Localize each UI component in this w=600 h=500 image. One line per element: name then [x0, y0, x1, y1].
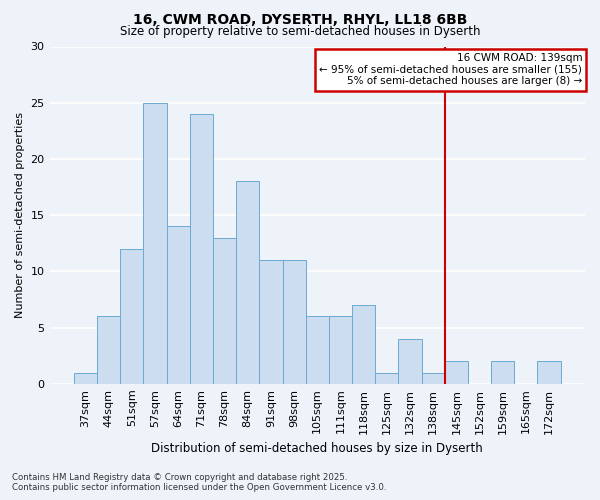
Bar [445, 362, 468, 384]
Bar [97, 316, 120, 384]
Bar [190, 114, 213, 384]
Bar [329, 316, 352, 384]
Bar [352, 305, 375, 384]
Bar [375, 372, 398, 384]
Bar [305, 316, 329, 384]
Bar [491, 362, 514, 384]
Bar [236, 182, 259, 384]
Text: 16, CWM ROAD, DYSERTH, RHYL, LL18 6BB: 16, CWM ROAD, DYSERTH, RHYL, LL18 6BB [133, 12, 467, 26]
Bar [538, 362, 560, 384]
Bar [283, 260, 305, 384]
Bar [259, 260, 283, 384]
Bar [167, 226, 190, 384]
Bar [143, 102, 167, 384]
X-axis label: Distribution of semi-detached houses by size in Dyserth: Distribution of semi-detached houses by … [151, 442, 483, 455]
Bar [74, 372, 97, 384]
Y-axis label: Number of semi-detached properties: Number of semi-detached properties [15, 112, 25, 318]
Bar [422, 372, 445, 384]
Text: Contains HM Land Registry data © Crown copyright and database right 2025.
Contai: Contains HM Land Registry data © Crown c… [12, 473, 386, 492]
Text: Size of property relative to semi-detached houses in Dyserth: Size of property relative to semi-detach… [120, 25, 480, 38]
Bar [398, 339, 422, 384]
Bar [213, 238, 236, 384]
Bar [120, 249, 143, 384]
Text: 16 CWM ROAD: 139sqm
← 95% of semi-detached houses are smaller (155)
5% of semi-d: 16 CWM ROAD: 139sqm ← 95% of semi-detach… [319, 53, 583, 86]
